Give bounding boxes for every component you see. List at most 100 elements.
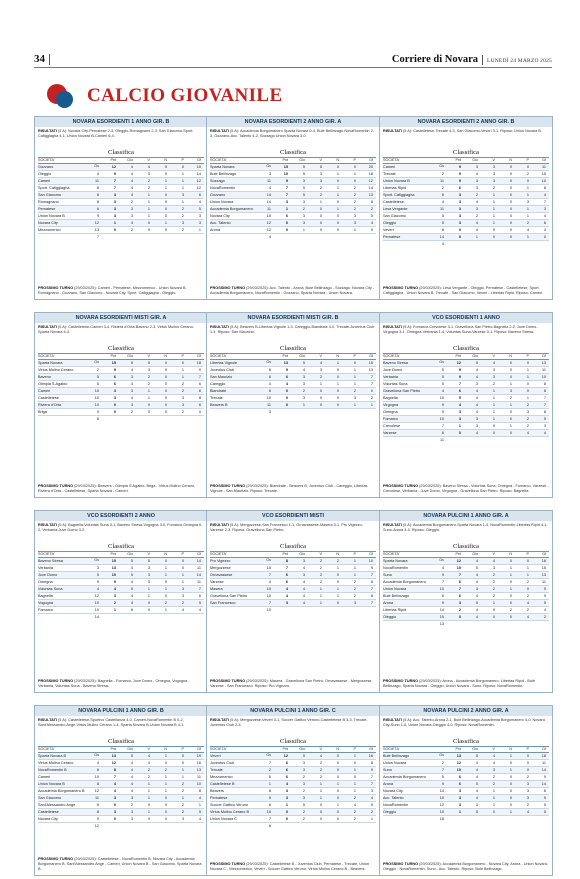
table-cell: 0 <box>336 395 339 400</box>
table-cell: 4 <box>130 381 133 386</box>
panel-next-round: PROSSIMO TURNO (29/03/2025): Cameri - Pe… <box>38 286 204 296</box>
table-cell: 4 <box>526 614 529 619</box>
table-cell: 6 <box>543 220 546 225</box>
table-cell: 0 <box>285 395 288 400</box>
table-cell: 8 <box>96 416 99 421</box>
table-row: Mezzomerico 6 2 2 0 0 7 1 <box>210 774 376 786</box>
table-cell: 5 <box>302 171 305 176</box>
table-cell: 0 <box>492 614 495 619</box>
column-header: Gf <box>369 552 373 556</box>
results-text: (5 A): Accademia Borgomanero-Sparta Nova… <box>383 523 548 532</box>
table-cell: 2 <box>353 206 356 211</box>
table-cell: 9 <box>198 367 201 372</box>
table-cell: 5 <box>96 374 99 379</box>
table-cell: 4 <box>130 164 133 169</box>
table-cell: 4 <box>475 795 478 800</box>
table-cell: 2 <box>492 774 495 779</box>
column-header: Gio <box>299 552 305 556</box>
table-row: Castelletese 3 4 1 0 3 7 11 <box>383 199 549 211</box>
table-cell: 0 <box>285 227 288 232</box>
table-cell: 9 <box>96 579 99 584</box>
table-cell: 3 <box>526 781 529 786</box>
column-header: SOCIETA' <box>383 747 400 751</box>
panel-next-round: PROSSIMO TURNO (29/03/2025): Biandrate -… <box>210 484 376 494</box>
table-cell: Sant'Alessandro Ange <box>38 802 76 807</box>
table-cell: 12 <box>456 760 461 765</box>
table-cell: Accademia Borgomanero <box>383 774 426 779</box>
table-cell: 0 <box>353 360 356 365</box>
table-cell: 2 <box>113 600 116 605</box>
table-cell: Castelletese <box>383 199 404 204</box>
table-cell: 6 <box>113 381 116 386</box>
table-cell: 6 <box>285 213 288 218</box>
table-cell: 3 <box>475 206 478 211</box>
table-cell: 2 <box>353 593 356 598</box>
table-cell: Virtus Mulino Cerano <box>38 760 74 765</box>
table-row: Oleggio 1 5 0 1 4 5 18 <box>383 808 549 821</box>
table-cell: 2 <box>353 579 356 584</box>
table-cell: 9 <box>441 600 444 605</box>
table-cell: Beavers B <box>210 402 228 407</box>
table-cell: 2 <box>475 213 478 218</box>
table-row: Mergozzese 7 4 2 1 1 9 7 <box>210 565 376 577</box>
table-cell: 2 <box>319 760 322 765</box>
table-cell: 4 <box>543 430 546 435</box>
results-prefix: RISULTATI <box>383 325 402 329</box>
table-cell: Briga <box>38 409 47 414</box>
table-cell: 0 <box>181 565 184 570</box>
table-cell: NovaRomentin B <box>38 767 67 772</box>
table-cell: 0 <box>492 430 495 435</box>
table-cell: 7 <box>441 579 444 584</box>
table-row: Union Novara C 0 2 0 0 2 1 6 <box>210 816 376 828</box>
table-cell: 0 <box>113 409 116 414</box>
table-cell: 9 <box>285 178 288 183</box>
table-cell: 5 <box>441 381 444 386</box>
table-cell: Suno <box>383 767 392 772</box>
results-prefix: RISULTATI <box>38 325 57 329</box>
table-cell: 0 <box>509 178 512 183</box>
table-row: Sport. Cafiggiagha 7 4 2 1 1 12 8 <box>38 185 204 197</box>
masthead-divider <box>49 54 50 65</box>
table-cell: 0 <box>319 388 322 393</box>
column-header: V <box>147 747 150 751</box>
table-cell: 14 <box>196 558 201 563</box>
table-cell: 0 <box>164 367 167 372</box>
panel-results: RISULTATI (5 A): Accademia Borgomanero S… <box>207 127 379 149</box>
table-cell: 8 <box>370 579 373 584</box>
standings-panel: NOVARA ESORDIENTI 2 ANNO GIR. B RISULTATI… <box>379 116 553 300</box>
table-cell: Pernatese <box>38 206 56 211</box>
table-header: SOCIETA' Pnt Gio V N P Gf Gs <box>38 552 204 562</box>
column-header: Gf <box>197 354 201 358</box>
table-cell: Castelletese <box>38 395 59 400</box>
table-cell: 12 <box>283 753 288 758</box>
table-cell: 18 <box>439 816 444 821</box>
table-cell: 12 <box>94 788 99 793</box>
table-cell: 5 <box>475 809 478 814</box>
results-prefix: RISULTATI <box>38 523 57 527</box>
table-row: Trecate 9 4 3 0 2 15 11 <box>383 171 549 183</box>
table-cell: Olimpia S.Agabio <box>38 381 68 386</box>
table-cell: 10 <box>541 374 546 379</box>
table-cell: 4 <box>130 774 133 779</box>
table-cell: 7 <box>441 767 444 772</box>
table-cell: 1 <box>492 199 495 204</box>
table-cell: Oleggio <box>383 614 397 619</box>
table-cell: 3 <box>130 206 133 211</box>
table-cell: 14 <box>196 171 201 176</box>
table-cell: 7 <box>370 774 373 779</box>
table-cell: Bulé Bellinzago <box>383 593 410 598</box>
table-cell: 2 <box>181 802 184 807</box>
table-row: Voluntas Suna 4 5 1 1 3 7 12 <box>38 585 204 598</box>
table-cell: 4 <box>285 381 288 386</box>
table-cell: 14 <box>439 788 444 793</box>
table-cell: 0 <box>336 600 339 605</box>
table-cell: 0 <box>164 360 167 365</box>
table-cell: 4 <box>475 388 478 393</box>
table-cell: 1 <box>336 593 339 598</box>
table-cell: 8 <box>198 788 201 793</box>
table-cell: 2 <box>302 788 305 793</box>
table-cell: 11 <box>542 367 546 372</box>
table-cell: 9 <box>543 593 546 598</box>
table-cell: 2 <box>147 774 150 779</box>
table-cell: 0 <box>492 809 495 814</box>
